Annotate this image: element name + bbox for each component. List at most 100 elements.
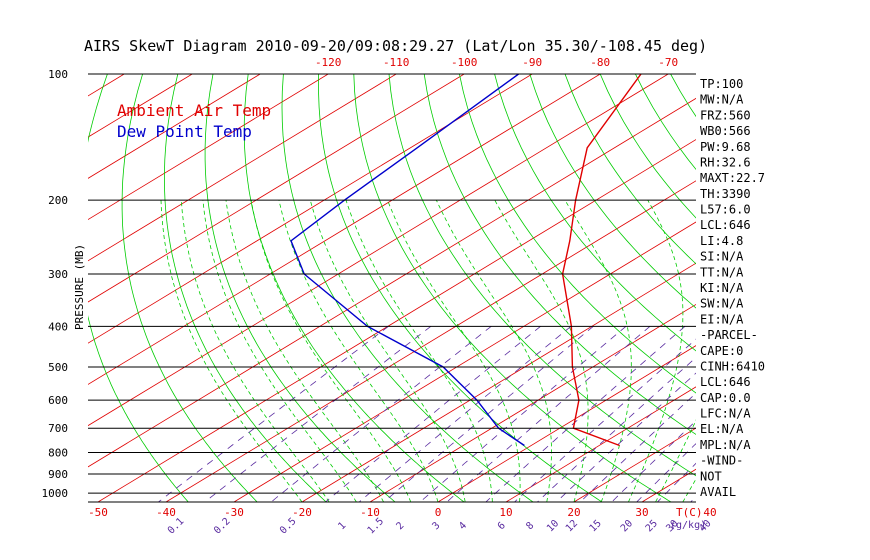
mixing-ratio-tick-label: 25: [644, 518, 660, 534]
mixing-ratio-line: [657, 462, 696, 502]
moist-adiabat-line: [278, 200, 439, 502]
pressure-tick-label: 600: [48, 394, 68, 407]
mixing-ratio-tick-label: 10: [545, 518, 561, 534]
side-panel-label: CINH:6410: [700, 359, 765, 373]
isotherm-line: [88, 74, 125, 97]
dry-adiabat-line: [494, 74, 696, 352]
isotherm-line: [88, 74, 465, 303]
isotherm-line: [97, 139, 696, 502]
dry-adiabat-line: [811, 74, 870, 502]
pressure-tick-label: 800: [48, 447, 68, 460]
moist-adiabat-line: [250, 200, 412, 502]
mixing-ratio-unit-label: (g/kg): [670, 520, 706, 531]
mixing-ratio-tick-label: 8: [524, 520, 536, 532]
legend-entry: Ambient Air Temp: [117, 101, 271, 120]
moist-adiabat-line: [160, 200, 303, 502]
bottom-temp-tick-label: 20: [567, 506, 580, 519]
mixing-ratio-line: [358, 325, 572, 502]
side-panel-label: LCL:646: [700, 375, 751, 389]
pressure-tick-label: 100: [48, 68, 68, 81]
bottom-temp-tick-label: -20: [292, 506, 312, 519]
mixing-ratio-line: [446, 325, 651, 502]
mixing-ratio-tick-label: 2: [395, 520, 407, 532]
isotherm-line: [88, 74, 261, 179]
mixing-ratio-tick-label: 0.2: [212, 516, 233, 537]
legend: Ambient Air Temp Dew Point Temp: [117, 101, 271, 141]
side-panel-label: KI:N/A: [700, 281, 744, 295]
isotherm-line: [778, 74, 870, 502]
side-panel-label: -PARCEL-: [700, 328, 758, 342]
side-panel-label: L57:6.0: [700, 203, 751, 217]
moist-adiabat-line: [494, 200, 589, 502]
isotherm-line: [88, 74, 669, 427]
side-panel-label: MW:N/A: [700, 93, 744, 107]
dry-adiabat-line: [741, 74, 870, 502]
top-temp-tick-label: -110: [383, 56, 410, 69]
pressure-tick-label: 400: [48, 320, 68, 333]
side-panel-label: SW:N/A: [700, 297, 744, 311]
mixing-ratio-line: [537, 356, 696, 502]
mixing-ratio-tick-label: 1.5: [366, 516, 387, 537]
isotherm-line: [88, 74, 601, 385]
moist-adiabat-line: [436, 200, 552, 502]
isotherm-line: [165, 180, 696, 502]
side-panel-label: TP:100: [700, 77, 743, 91]
isotherm-line: [301, 262, 696, 502]
side-panel-label: LCL:646: [700, 218, 751, 232]
isotherm-line: [0, 74, 56, 502]
mixing-ratio-line: [158, 325, 389, 502]
side-panel-label: LI:4.8: [700, 234, 743, 248]
isotherm-line: [846, 74, 870, 502]
mixing-ratio-line: [579, 392, 696, 502]
dry-adiabat-line: [243, 74, 465, 502]
temperature-line: [561, 74, 642, 447]
bottom-temp-tick-label: 10: [499, 506, 512, 519]
side-panel-label: EL:N/A: [700, 422, 744, 436]
side-panel-label: FRZ:560: [700, 108, 751, 122]
dry-adiabat-line: [459, 74, 696, 394]
mixing-ratio-tick-label: 15: [588, 518, 604, 534]
mixing-ratio-line: [611, 420, 696, 502]
side-panel-label: MAXT:22.7: [700, 171, 765, 185]
dry-adiabat-line: [353, 74, 672, 502]
mixing-ratio-tick-label: 6: [496, 520, 508, 532]
bottom-temp-tick-label: -40: [156, 506, 176, 519]
mixing-ratio-tick-label: 3: [431, 520, 443, 532]
mixing-ratio-line: [636, 443, 696, 502]
side-panel-label: TH:3390: [700, 187, 751, 201]
dry-adiabat-line: [281, 74, 534, 502]
moist-adiabat-line: [387, 200, 521, 502]
moist-adiabat-line: [628, 200, 684, 502]
isotherm-line: [505, 386, 696, 502]
bottom-temp-tick-label: -50: [88, 506, 108, 519]
dry-adiabat-line: [847, 74, 870, 502]
dry-adiabat-line: [121, 74, 258, 502]
dry-adiabat-line: [318, 74, 603, 502]
isobar-layer: [88, 73, 696, 503]
mixing-ratio-line: [419, 325, 627, 502]
pressure-tick-label: 900: [48, 468, 68, 481]
bottom-temp-tick-label: 0: [435, 506, 442, 519]
isotherm-line: [88, 74, 533, 344]
mixing-ratio-tick-label: 12: [564, 518, 580, 534]
moist-adiabat-line: [345, 200, 493, 502]
isotherm-line: [88, 74, 329, 221]
mixing-ratio-line: [270, 325, 492, 502]
dry-adiabat-line: [776, 74, 870, 502]
mixing-ratio-tick-label: 4: [457, 520, 469, 532]
mixing-ratio-line: [204, 325, 432, 502]
dewpoint-line: [290, 74, 525, 447]
legend-entry: Dew Point Temp: [117, 122, 252, 141]
mixing-ratio-tick-label: 1: [336, 520, 348, 532]
top-temp-tick-label: -120: [315, 56, 342, 69]
side-panel-label: CAPE:0: [700, 344, 743, 358]
dry-adiabat-line: [529, 74, 696, 309]
dry-adiabat-line: [564, 74, 696, 265]
dry-adiabat-line: [163, 74, 327, 502]
mixing-ratio-tick-label: 0.5: [278, 516, 299, 537]
moist-adiabat-line: [564, 199, 632, 502]
mixing-ratio-line: [485, 325, 686, 502]
grid-layer: [0, 74, 870, 502]
